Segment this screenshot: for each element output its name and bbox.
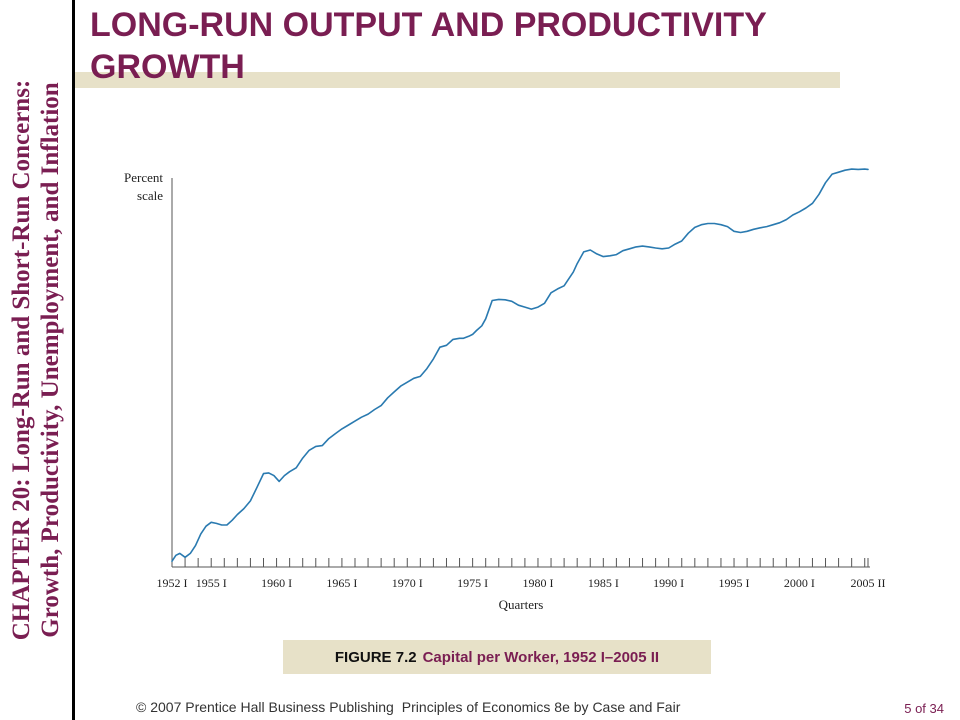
page-number: 5 of 34 [904, 701, 944, 716]
x-tick-label-8: 1990 I [653, 576, 684, 590]
y-axis-label-line-1: Percent [124, 170, 163, 185]
vertical-divider [72, 0, 75, 720]
slide-title: LONG-RUN OUTPUT AND PRODUCTIVITY GROWTH [90, 6, 767, 86]
footer: © 2007 Prentice Hall Business Publishing… [136, 699, 680, 715]
y-axis-label: Percent scale [124, 170, 163, 203]
x-tick-label-1: 1955 I [196, 576, 227, 590]
x-tick-label-5: 1975 I [457, 576, 488, 590]
x-tick-label-10: 2000 I [784, 576, 815, 590]
x-tick-label-2: 1960 I [261, 576, 292, 590]
x-tick-label-11: 2005 II [851, 576, 886, 590]
figure-label: FIGURE 7.2 [334, 648, 417, 666]
x-axis-label: Quarters [499, 597, 544, 612]
x-tick-label-6: 1980 I [522, 576, 553, 590]
y-axis-label-line-2: scale [137, 188, 163, 203]
figure-caption-text: Capital per Worker, 1952 I–2005 II [422, 648, 660, 666]
book-title: Principles of Economics 8e by Case and F… [401, 699, 681, 715]
x-axis-ticks [171, 558, 869, 567]
x-tick-label-3: 1965 I [326, 576, 357, 590]
capital-per-worker-line [171, 168, 869, 562]
x-tick-label-4: 1970 I [392, 576, 423, 590]
x-tick-label-0: 1952 I [157, 576, 188, 590]
x-axis-tick-labels: 1952 I 1955 I 1960 I 1965 I 1970 I 1975 I 1980… [157, 576, 886, 590]
x-tick-label-9: 1995 I [719, 576, 750, 590]
x-tick-label-7: 1985 I [588, 576, 619, 590]
figure-caption: FIGURE 7.2 Capital per Worker, 1952 I–20… [283, 640, 711, 674]
capital-per-worker-chart: Percent scale 1952 I 1955 I 1960 I 1965 I 19… [124, 168, 886, 612]
copyright-text: © 2007 Prentice Hall Business Publishing [136, 699, 394, 715]
title-underline-band [75, 72, 840, 88]
